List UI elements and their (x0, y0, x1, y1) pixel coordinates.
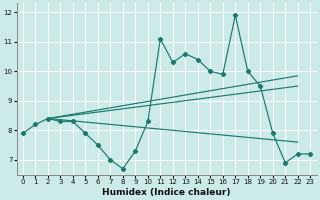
X-axis label: Humidex (Indice chaleur): Humidex (Indice chaleur) (102, 188, 231, 197)
